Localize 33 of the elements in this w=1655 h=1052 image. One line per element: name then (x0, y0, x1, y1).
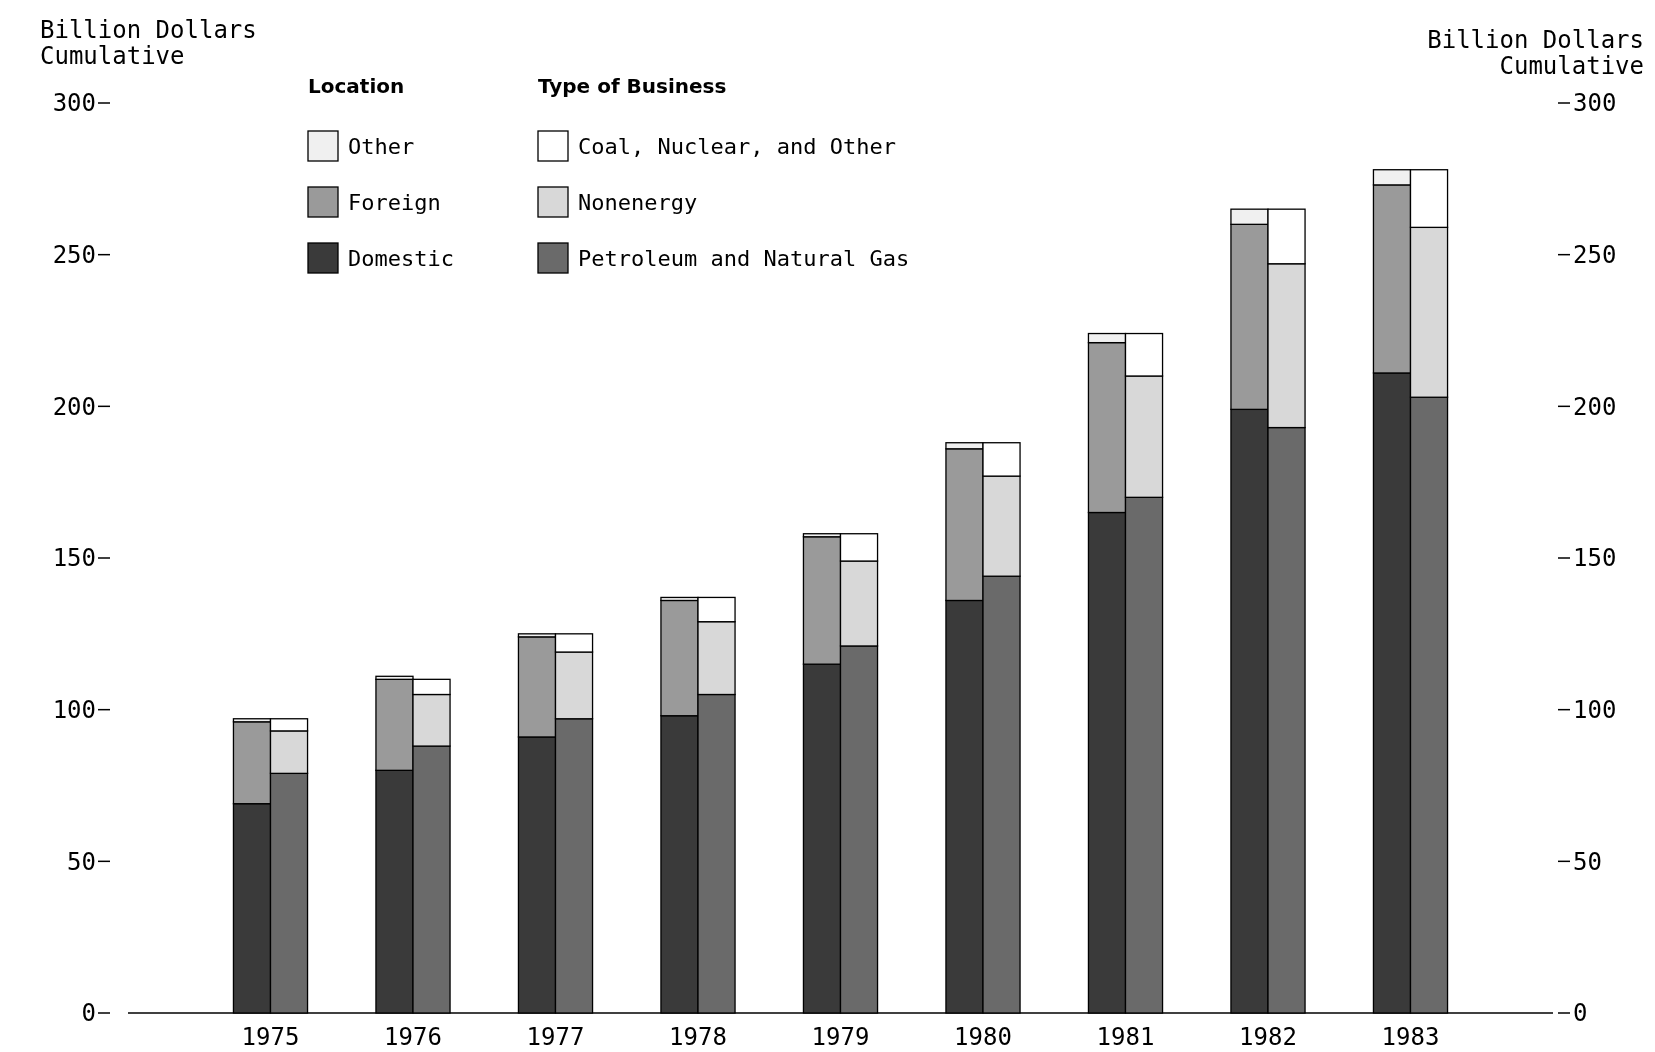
y-tick-label: 150 (52, 544, 96, 573)
legend-label: Nonenergy (578, 189, 698, 215)
y2-tick-label: 300 (1573, 89, 1617, 118)
y-tick-label: 100 (52, 696, 96, 725)
x-tick-label: 1979 (811, 1023, 870, 1051)
text: Location (308, 74, 405, 98)
y2-tick-label: 100 (1573, 696, 1617, 725)
y2-axis-title: Billion Dollars Cumulative (1427, 26, 1644, 80)
y2-tick-label: 150 (1573, 544, 1617, 573)
y2-tick-label: 200 (1573, 392, 1617, 421)
y-tick-label: 0 (81, 999, 96, 1028)
legend-label: Petroleum and Natural Gas (578, 245, 910, 271)
x-tick-label: 1976 (384, 1023, 442, 1051)
x-tick-label: 1980 (954, 1023, 1012, 1051)
legend-label: Other (348, 133, 415, 159)
x-tick-label: 1975 (241, 1023, 300, 1051)
y2-tick-label: 0 (1573, 999, 1588, 1028)
legend-label: Domestic (348, 245, 454, 271)
y-tick-label: 300 (52, 89, 96, 118)
y-axis-title: Billion Dollars Cumulative (40, 16, 257, 70)
y-tick-label: 50 (67, 847, 96, 876)
y-tick-label: 250 (52, 241, 96, 270)
x-tick-label: 1983 (1381, 1023, 1440, 1051)
y-tick-label: 200 (52, 392, 96, 421)
legend-label: Coal, Nuclear, and Other (578, 133, 896, 159)
x-tick-label: 1981 (1096, 1023, 1155, 1051)
x-tick-label: 1977 (526, 1023, 585, 1051)
y2-tick-label: 50 (1573, 847, 1602, 876)
x-tick-label: 1982 (1239, 1023, 1297, 1051)
x-tick-label: 1978 (669, 1023, 727, 1051)
y2-tick-label: 250 (1573, 241, 1617, 270)
legend-label: Foreign (348, 189, 441, 215)
text: Type of Business (538, 74, 727, 98)
